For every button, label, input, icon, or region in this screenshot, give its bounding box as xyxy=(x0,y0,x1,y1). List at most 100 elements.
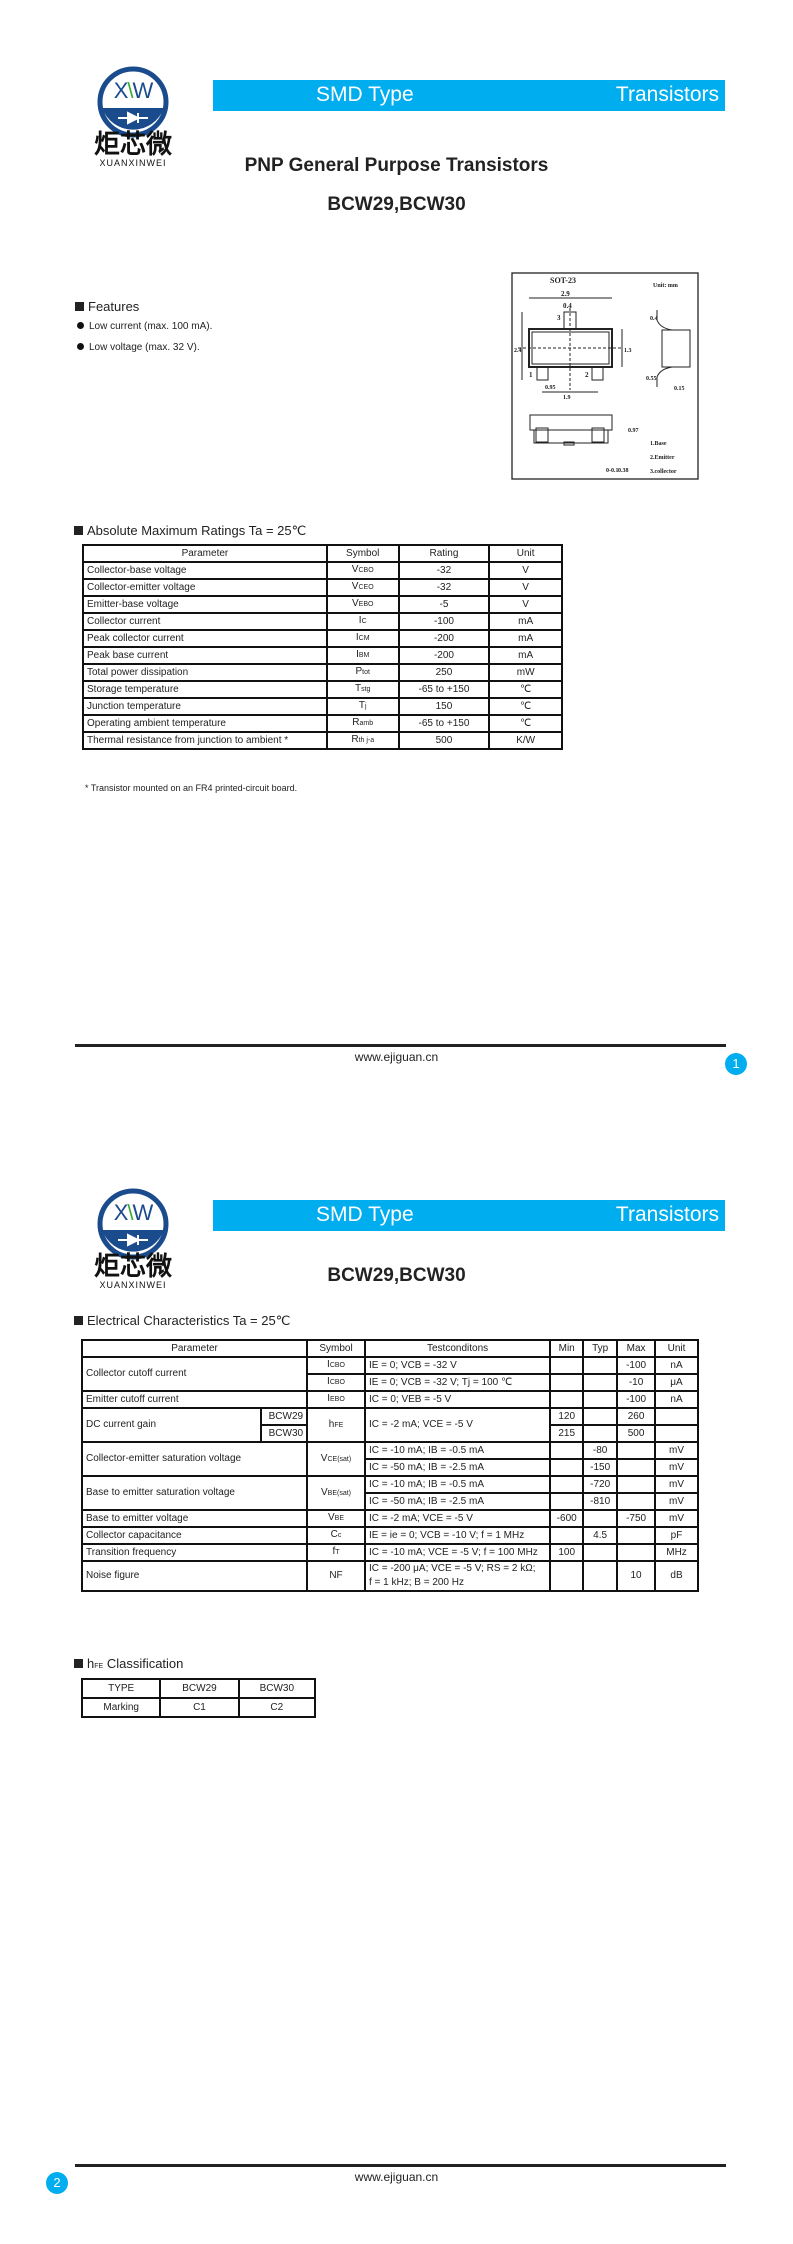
hfe-cell: C2 xyxy=(237,1697,317,1718)
table-row: Collector cutoff current ICBO IE = 0; VCB … xyxy=(80,1356,699,1392)
page-number-badge: 1 xyxy=(725,1053,747,1075)
symbol-subscript: amb xyxy=(359,720,374,727)
svg-text:0.97: 0.97 xyxy=(628,428,639,434)
max-cell xyxy=(616,1492,657,1511)
symbol-subscript: EBO xyxy=(330,1396,345,1403)
max-cell: 260 xyxy=(616,1407,657,1426)
table-row: DC current gain BCW29 hFE IC = -2 mA; VCE =… xyxy=(80,1407,699,1443)
svg-text:SOT-23: SOT-23 xyxy=(550,276,576,285)
condition-text: IC = -10 mA; IB = -0.5 mA xyxy=(368,1444,484,1456)
min-cell: 120 xyxy=(549,1407,585,1426)
table-row: Marking C1 C2 xyxy=(80,1697,317,1718)
min-cell: 100 xyxy=(549,1543,585,1562)
symbol-main: I xyxy=(327,1359,330,1370)
svg-text:0.38: 0.38 xyxy=(618,468,629,474)
unit-cell: mV xyxy=(654,1475,699,1494)
electrical-characteristics-table: Parameter Symbol Testconditons Min Typ Max Uni… xyxy=(80,1339,699,1592)
table-row: Emitter cutoff current IEBO IC = 0; VEB = … xyxy=(80,1390,699,1409)
symbol-main: I xyxy=(356,649,359,660)
svg-text:炬芯微: 炬芯微 xyxy=(94,129,172,159)
svg-text:0.4: 0.4 xyxy=(563,302,572,310)
parameter-cell: Peak base current xyxy=(82,646,328,665)
table-row: Transition frequency fT IC = -10 mA; VCE =… xyxy=(80,1543,699,1562)
max-cell xyxy=(616,1441,657,1460)
table-row: ICBO IE = 0; VCB = -32 V; Tj = 100 ℃ -10 μA xyxy=(82,1373,699,1392)
test-condition-cell: IC = -50 mA; IB = -2.5 mA xyxy=(363,1492,552,1511)
table-row: Collector-emitter saturation voltage VCE(… xyxy=(80,1441,699,1477)
col-header: Typ xyxy=(582,1339,619,1358)
svg-text:2.9: 2.9 xyxy=(561,290,570,298)
col-unit: Unit xyxy=(488,544,563,563)
symbol-main: V xyxy=(321,1486,328,1498)
hfe-cell: BCW30 xyxy=(237,1678,317,1699)
unit-cell: K/W xyxy=(488,731,563,750)
symbol-subscript: stg xyxy=(361,686,371,693)
test-condition-cell: IC = -10 mA; VCE = -5 V; f = 100 MHz xyxy=(363,1543,552,1562)
symbol-main: V xyxy=(328,1512,335,1523)
part-number: BCW29,BCW30 xyxy=(327,194,466,215)
feature-item: Low voltage (max. 32 V). xyxy=(77,342,200,353)
col-header: Max xyxy=(616,1339,657,1358)
typ-cell: -150 xyxy=(582,1458,619,1477)
banner-transistors: Transistors xyxy=(615,83,719,106)
table-row: Peak base current IBM -200 mA xyxy=(82,646,563,665)
symbol-cell: IEBO xyxy=(306,1390,366,1409)
sot23-package-drawing: SOT-23 Unit: mm 2.9 0.4 2.4 1.3 0.95 1.9… xyxy=(511,272,699,480)
symbol-main: V xyxy=(351,581,359,592)
condition-text: IC = -10 mA; IB = -0.5 mA xyxy=(368,1478,484,1490)
svg-text:1.3: 1.3 xyxy=(624,348,632,354)
symbol-subscript: BE xyxy=(334,1515,345,1522)
typ-cell xyxy=(582,1560,619,1592)
table-row: TYPE BCW29 BCW30 xyxy=(80,1678,317,1699)
unit-cell xyxy=(654,1407,699,1426)
hfe-cell: C1 xyxy=(159,1697,240,1718)
test-condition-cell: IC = -200 μA; VCE = -5 V; RS = 2 kΩ; f = … xyxy=(363,1560,552,1592)
unit-cell: mV xyxy=(654,1458,699,1477)
symbol-cell: Ptot xyxy=(325,663,400,682)
table-row: Junction temperature Tj 150 ℃ xyxy=(82,697,563,716)
parameter-cell: Operating ambient temperature xyxy=(82,714,328,733)
footer-divider xyxy=(75,1044,726,1047)
unit-cell: V xyxy=(488,561,563,580)
table-row: Collector capacitance Cc IE = ie = 0; VCB … xyxy=(80,1526,699,1545)
max-cell xyxy=(616,1458,657,1477)
min-cell: -600 xyxy=(549,1509,585,1528)
table-row: Peak collector current ICM -200 mA xyxy=(82,629,563,648)
col-rating: Rating xyxy=(397,544,491,563)
typ-cell: -720 xyxy=(582,1475,619,1494)
parameter-cell: Emitter-base voltage xyxy=(82,595,328,614)
symbol-subscript: CE(sat) xyxy=(327,1455,352,1463)
symbol-main: R xyxy=(352,717,360,728)
condition-text: IC = -10 mA; VCE = -5 V; f = 100 MHz xyxy=(368,1546,538,1558)
rating-cell: 150 xyxy=(397,697,491,716)
min-cell xyxy=(549,1373,585,1392)
unit-cell: ℃ xyxy=(488,697,563,716)
svg-text:0.15: 0.15 xyxy=(674,386,685,392)
condition-text: IE = 0; VCB = -32 V; Tj = 100 ℃ xyxy=(368,1376,513,1388)
svg-text:0.55: 0.55 xyxy=(646,376,657,382)
parameter-cell: Collector-emitter voltage xyxy=(82,578,328,597)
table-row: Emitter-base voltage VEBO -5 V xyxy=(82,595,563,614)
symbol-cell: hFE xyxy=(306,1407,366,1443)
symbol-cell: ICBO xyxy=(306,1356,366,1375)
condition-text: IC = -2 mA; VCE = -5 V xyxy=(368,1512,473,1524)
symbol-cell: fT xyxy=(306,1543,366,1562)
table-header-row: Parameter Symbol Rating Unit xyxy=(82,544,563,563)
table-row: Noise figure NF IC = -200 μA; VCE = -5 V; … xyxy=(80,1560,699,1592)
table-row: IC = -50 mA; IB = -2.5 mA -810 mV xyxy=(82,1492,699,1511)
unit-cell: pF xyxy=(654,1526,699,1545)
parameter-cell: Collector-emitter saturation voltage xyxy=(80,1441,309,1477)
parameter-cell: Emitter cutoff current xyxy=(80,1390,309,1409)
condition-text: IE = ie = 0; VCB = -10 V; f = 1 MHz xyxy=(368,1529,525,1541)
parameter-cell: Noise figure xyxy=(80,1560,309,1592)
rating-cell: -32 xyxy=(397,578,491,597)
brand-logo: X\W 炬芯微 XUANXINWEI xyxy=(94,1188,172,1290)
symbol-cell: Ramb xyxy=(325,714,400,733)
parameter-cell: Collector capacitance xyxy=(80,1526,309,1545)
symbol-subscript: FE xyxy=(334,1421,344,1429)
footer-url: www.ejiguan.cn xyxy=(354,1050,439,1064)
rating-cell: -100 xyxy=(397,612,491,631)
footer-url: www.ejiguan.cn xyxy=(354,2170,439,2184)
variant-cell: BCW29 xyxy=(261,1407,309,1426)
unit-cell: nA xyxy=(654,1356,699,1375)
